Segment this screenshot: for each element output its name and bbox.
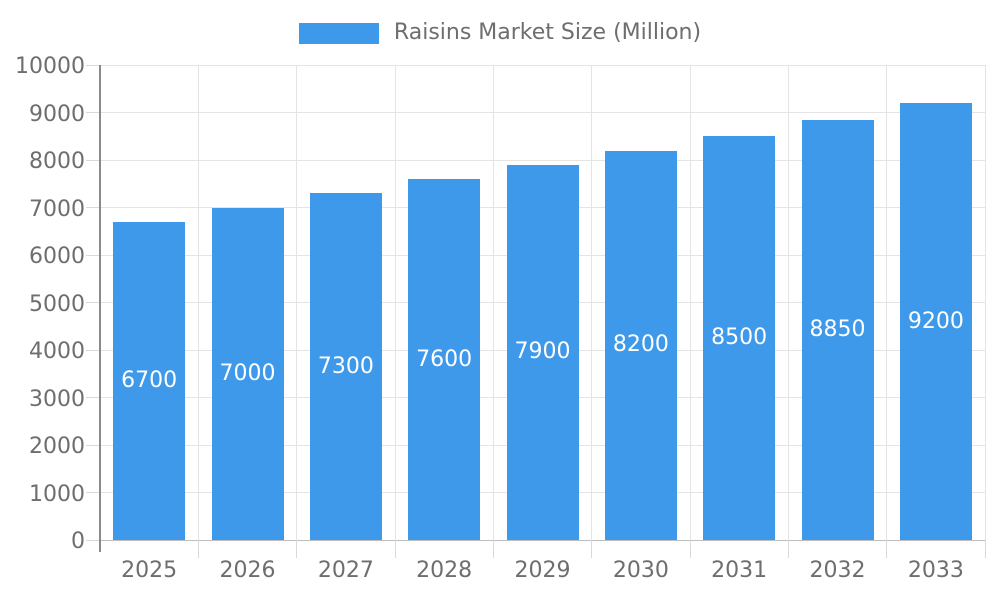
bar-2031[interactable]: 8500 (703, 136, 776, 540)
x-axis-tick-label: 2033 (907, 558, 964, 583)
bar-value-label: 7600 (416, 346, 473, 372)
x-axis-tick-label: 2030 (612, 558, 669, 583)
bar-2033[interactable]: 9200 (899, 103, 972, 540)
x-gridline (492, 65, 494, 540)
y-axis-tick-label: 4000 (29, 339, 85, 364)
x-gridline (591, 65, 593, 540)
y-axis-tick-label: 3000 (29, 386, 85, 412)
y-tick (86, 397, 100, 398)
x-gridline (787, 65, 789, 540)
x-gridline (886, 65, 888, 540)
y-tick (86, 64, 100, 66)
x-tick (492, 540, 494, 558)
y-axis-tick-label: 6000 (29, 244, 85, 269)
y-tick (86, 112, 100, 113)
x-tick (394, 540, 396, 558)
x-tick (984, 540, 986, 558)
bar-2030[interactable]: 8200 (604, 150, 677, 540)
y-gridline (100, 112, 985, 113)
bar-2027[interactable]: 7300 (309, 193, 382, 540)
y-tick (86, 254, 100, 256)
x-tick (886, 540, 888, 558)
y-gridline (100, 539, 985, 541)
x-axis-tick-label: 2029 (514, 558, 571, 583)
y-tick (86, 302, 100, 303)
x-tick (787, 540, 789, 558)
y-gridline (100, 64, 985, 66)
bar-2028[interactable]: 7600 (408, 179, 481, 540)
y-tick (86, 159, 100, 161)
y-axis-tick-label: 8000 (29, 149, 85, 174)
x-gridline (689, 65, 691, 540)
y-tick (86, 492, 100, 493)
bar-2026[interactable]: 7000 (211, 207, 284, 540)
x-tick (689, 540, 691, 558)
y-tick (86, 349, 100, 351)
x-gridline (197, 65, 199, 540)
y-tick (86, 207, 100, 208)
bar-2025[interactable]: 6700 (113, 221, 186, 540)
bar-value-label: 7900 (514, 339, 571, 365)
x-axis-tick-label: 2028 (416, 558, 473, 583)
y-tick (86, 444, 100, 446)
bar-2032[interactable]: 8850 (801, 119, 874, 540)
y-axis-tick-label: 1000 (29, 481, 85, 507)
x-gridline (394, 65, 396, 540)
x-axis-tick-label: 2025 (121, 558, 178, 583)
legend-label: Raisins Market Size (Million) (393, 20, 702, 45)
bar-value-label: 7300 (317, 353, 374, 379)
y-axis-tick-label: 10000 (15, 54, 85, 79)
bar-2029[interactable]: 7900 (506, 164, 579, 540)
bar-value-label: 8200 (612, 332, 669, 358)
bar-value-label: 9200 (907, 308, 964, 334)
x-axis-tick-label: 2026 (219, 558, 276, 583)
y-axis-tick-label: 0 (71, 529, 85, 554)
bar-value-label: 8850 (809, 316, 866, 342)
y-axis-tick-label: 9000 (29, 101, 85, 127)
x-axis-tick-label: 2027 (317, 558, 374, 583)
legend-swatch (298, 22, 379, 44)
x-gridline (296, 65, 298, 540)
bar-value-label: 8500 (711, 325, 768, 351)
x-tick (197, 540, 199, 558)
y-tick (86, 539, 100, 541)
x-axis-tick-label: 2032 (809, 558, 866, 583)
x-tick (591, 540, 593, 558)
legend[interactable]: Raisins Market Size (Million) (0, 20, 1000, 45)
y-axis-tick-label: 7000 (29, 196, 85, 222)
bar-value-label: 7000 (219, 360, 276, 386)
x-axis-tick-label: 2031 (711, 558, 768, 583)
x-tick (296, 540, 298, 558)
y-axis-line (99, 65, 101, 552)
y-axis-tick-label: 2000 (29, 434, 85, 459)
y-gridline (100, 159, 985, 161)
x-gridline (984, 65, 986, 540)
bar-value-label: 6700 (121, 367, 178, 393)
y-axis-tick-label: 5000 (29, 291, 85, 317)
